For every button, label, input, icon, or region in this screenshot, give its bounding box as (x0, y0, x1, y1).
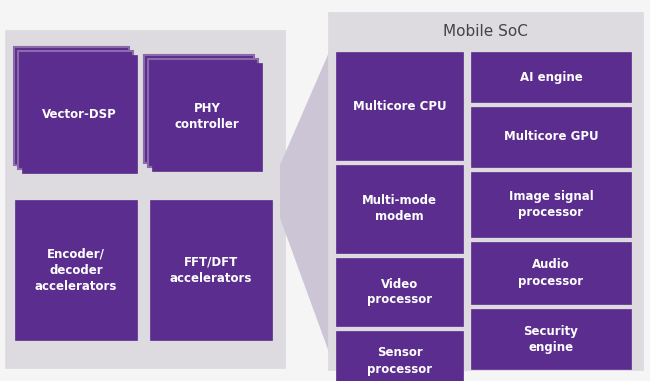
Text: PHY
controller: PHY controller (175, 102, 239, 131)
Text: Encoder/
decoder
accelerators: Encoder/ decoder accelerators (35, 248, 117, 293)
Text: Vector-DSP: Vector-DSP (42, 107, 117, 120)
Bar (144, 55, 254, 163)
Bar (328, 12, 643, 370)
Bar (152, 63, 262, 171)
Text: Multicore GPU: Multicore GPU (504, 131, 598, 144)
Text: FFT/DFT
accelerators: FFT/DFT accelerators (170, 256, 252, 285)
Bar (150, 200, 272, 340)
Text: Multicore CPU: Multicore CPU (353, 99, 447, 112)
Bar (471, 309, 631, 369)
Bar (5, 30, 285, 368)
Bar (336, 165, 463, 253)
Bar (14, 47, 129, 165)
Bar (471, 242, 631, 304)
Text: Security
engine: Security engine (523, 325, 578, 354)
Bar (22, 55, 137, 173)
Text: Video
processor: Video processor (367, 277, 432, 306)
Bar (148, 59, 258, 167)
Bar (471, 52, 631, 102)
Text: Image signal
processor: Image signal processor (508, 190, 593, 219)
Text: Sensor
processor: Sensor processor (367, 346, 432, 376)
Bar (336, 258, 463, 326)
Text: Audio
processor: Audio processor (519, 258, 584, 288)
Bar (18, 51, 133, 169)
Text: Mobile SoC: Mobile SoC (443, 24, 528, 40)
Polygon shape (280, 50, 330, 355)
Bar (15, 200, 137, 340)
Text: AI engine: AI engine (519, 70, 582, 83)
Text: Multi-mode
modem: Multi-mode modem (362, 194, 437, 224)
Bar (471, 107, 631, 167)
Bar (336, 331, 463, 381)
Bar (336, 52, 463, 160)
Bar (471, 172, 631, 237)
